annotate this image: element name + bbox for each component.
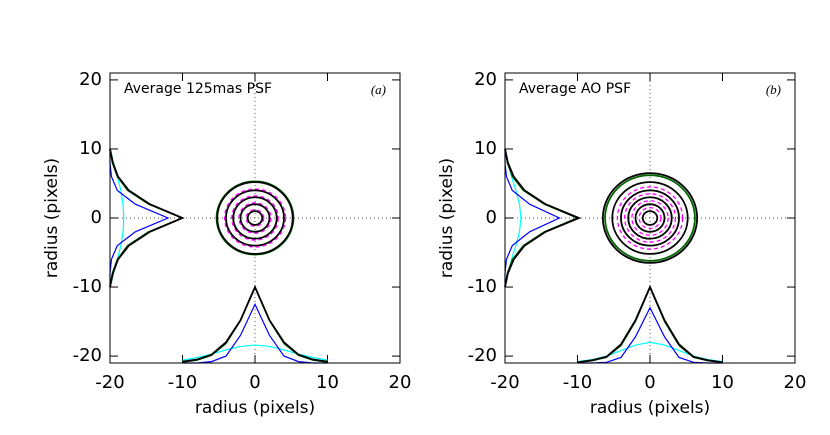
contour [616, 186, 684, 250]
x-axis-label: radius (pixels) [590, 398, 710, 418]
left-profile [109, 148, 184, 288]
contour [604, 174, 696, 262]
contour [631, 200, 669, 236]
panel-title: Average 125mas PSF [124, 81, 272, 97]
y-tick-label: -10 [73, 276, 102, 297]
left-profile [109, 148, 170, 288]
y-axis-label: radius (pixels) [437, 158, 457, 278]
x-tick-label: 20 [784, 372, 807, 393]
y-axis-label: radius (pixels) [42, 158, 62, 278]
x-tick-label: 10 [316, 372, 339, 393]
plot-frame [504, 72, 796, 364]
y-tick-label: -10 [468, 276, 497, 297]
contour [239, 203, 271, 233]
x-tick-label: -20 [95, 372, 124, 393]
bottom-profile [182, 344, 328, 361]
y-tick-label: 0 [486, 207, 497, 228]
panel: -20 -10 0 10 20 -20 -10 0 10 20 Average AO PSF (b) r… [437, 69, 806, 418]
contour [238, 202, 272, 234]
y-tick-label: 10 [474, 138, 497, 159]
contour [638, 206, 662, 230]
contour [246, 210, 264, 226]
contour [223, 188, 287, 248]
contour [216, 181, 294, 255]
x-tick-label: 0 [644, 372, 655, 393]
x-tick-label: 0 [249, 372, 260, 393]
left-profile [504, 148, 561, 288]
y-tick-label: 20 [474, 69, 497, 90]
left-profile [504, 148, 582, 288]
x-axis-label: radius (pixels) [195, 398, 315, 418]
contour [641, 210, 659, 226]
contour [245, 209, 265, 227]
contour [623, 193, 677, 243]
left-profile [109, 148, 185, 288]
y-tick-label: -20 [73, 345, 102, 366]
y-tick-label: 10 [79, 138, 102, 159]
contour [620, 189, 680, 247]
bottom-profile [182, 302, 328, 364]
contour [634, 203, 666, 233]
x-tick-label: 20 [389, 372, 412, 393]
bottom-profile [577, 284, 723, 364]
contour [611, 181, 689, 255]
panel-tag: (a) [371, 82, 386, 97]
x-tick-label: 10 [711, 372, 734, 393]
panel-tag: (b) [766, 82, 781, 97]
x-tick-label: -20 [490, 372, 519, 393]
contour [225, 189, 285, 247]
x-tick-label: -10 [168, 372, 197, 393]
y-tick-label: -20 [468, 345, 497, 366]
left-profile [504, 148, 579, 288]
y-tick-label: 0 [91, 207, 102, 228]
contour [601, 172, 699, 264]
contour [231, 195, 279, 241]
panel-title: Average AO PSF [519, 81, 631, 97]
panel: -20 -10 0 10 20 -20 -10 0 10 20 Average 125mas PSF… [42, 69, 411, 418]
contour [627, 196, 673, 240]
plot-frame [109, 72, 401, 364]
contour [232, 196, 278, 240]
bottom-profile [182, 284, 328, 363]
y-tick-label: 20 [79, 69, 102, 90]
bottom-profile [577, 306, 723, 364]
x-tick-label: -10 [563, 372, 592, 393]
